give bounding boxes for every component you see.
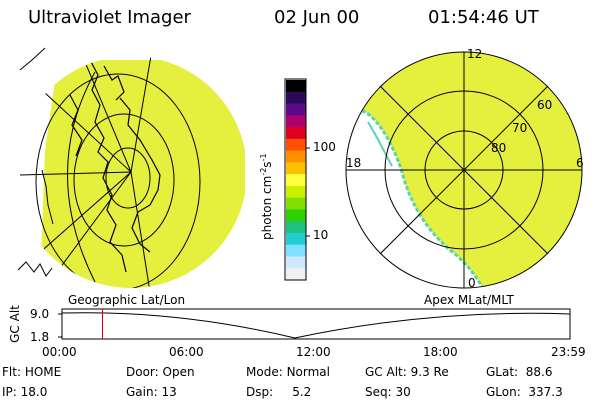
- colorbar-band: [286, 221, 306, 234]
- mlat-label-60: 60: [537, 98, 553, 112]
- timeline-x-tick-0: 00:00: [42, 345, 77, 359]
- gc-altitude-curve: [61, 312, 571, 339]
- terminator-arc: [67, 71, 96, 283]
- colorbar-band: [286, 103, 306, 116]
- geographic-map: [17, 47, 245, 288]
- apex-polar-plot: [345, 51, 583, 289]
- left-panel-caption: Geographic Lat/Lon: [68, 293, 186, 307]
- colorbar-band: [286, 150, 306, 163]
- info-glon: GLon: 337.3: [486, 385, 563, 399]
- date-label: 02 Jun 00: [274, 7, 360, 28]
- colorbar-band: [286, 80, 306, 93]
- colorbar-band: [286, 174, 306, 187]
- info-seq: Seq: 30: [365, 385, 411, 399]
- coastlines: [69, 59, 161, 273]
- colorbar: [284, 78, 310, 281]
- timeline-x-tick-3: 18:00: [423, 345, 458, 359]
- colorbar-band: [286, 209, 306, 222]
- auroral-contour-inner: [367, 121, 393, 167]
- uv-image-left: [40, 60, 245, 288]
- timeline-x-tick-2: 12:00: [296, 345, 331, 359]
- timeline-y-tick-top: 9.0: [30, 307, 50, 321]
- time-label: 01:54:46 UT: [428, 7, 539, 28]
- info-glat: GLat: 88.6: [486, 365, 553, 379]
- info-mode: Mode: Normal: [246, 365, 330, 379]
- timeline-plot: [58, 308, 571, 340]
- info-gc-alt: GC Alt: 9.3 Re: [365, 365, 449, 379]
- info-door: Door: Open: [126, 365, 195, 379]
- timeline-y-label: GC Alt: [8, 305, 22, 343]
- colorbar-unit-label: photon cm-2s-1: [259, 153, 274, 240]
- auroral-contour: [355, 108, 488, 288]
- colorbar-band: [286, 232, 306, 246]
- colorbar-band: [286, 138, 306, 152]
- info-dsp: Dsp: 5.2: [246, 385, 312, 399]
- colorbar-tick-10: 10: [313, 228, 329, 242]
- colorbar-band: [286, 185, 306, 199]
- colorbar-band: [286, 127, 306, 140]
- timeline-x-tick-4: 23:59: [551, 345, 586, 359]
- outer-coast: [17, 47, 54, 277]
- mlt-label-0: 0: [468, 276, 476, 290]
- mlat-label-80: 80: [491, 141, 507, 155]
- right-panel-caption: Apex MLat/MLT: [424, 293, 514, 307]
- colorbar-band: [286, 115, 306, 128]
- colorbar-band: [286, 256, 306, 269]
- mlt-label-18: 18: [346, 156, 362, 170]
- uv-image-right: [356, 52, 582, 288]
- info-ip: IP: 18.0: [2, 385, 48, 399]
- colorbar-band: [286, 244, 306, 257]
- colorbar-band: [286, 268, 306, 281]
- info-gain: Gain: 13: [126, 385, 177, 399]
- colorbar-band: [286, 162, 306, 175]
- mlt-label-6: 6: [576, 156, 584, 170]
- app-title: Ultraviolet Imager: [28, 7, 191, 28]
- colorbar-band: [286, 91, 306, 105]
- info-flt: Flt: HOME: [2, 365, 62, 379]
- timeline-y-tick-bottom: 1.8: [30, 330, 50, 344]
- colorbar-band: [286, 197, 306, 210]
- colorbar-tick-100: 100: [313, 140, 336, 154]
- mlat-label-70: 70: [512, 121, 528, 135]
- timeline-x-tick-1: 06:00: [169, 345, 204, 359]
- mlt-label-12: 12: [467, 47, 483, 61]
